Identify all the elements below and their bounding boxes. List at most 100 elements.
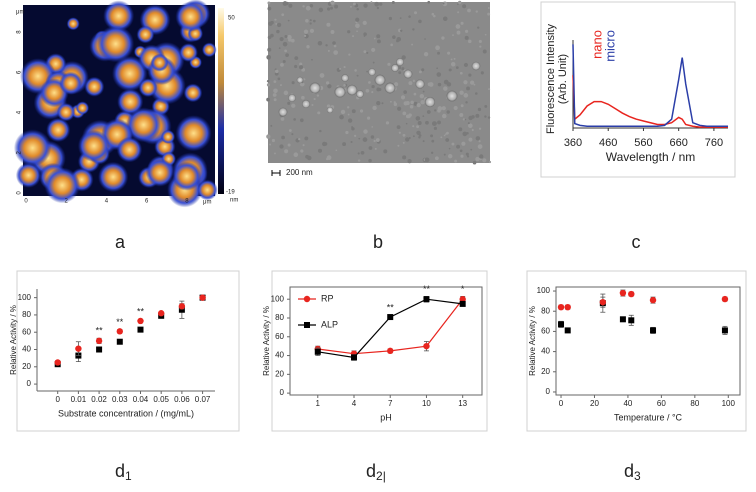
afm-y-tick: 4	[17, 110, 23, 114]
sem-texture	[430, 134, 434, 138]
sem-texture	[330, 6, 333, 10]
x-tick-label: 60	[657, 399, 666, 408]
sem-texture	[446, 110, 450, 114]
x-tick-label: 20	[590, 399, 599, 408]
panel-label: d1	[115, 461, 132, 483]
sem-texture	[412, 28, 415, 31]
sem-texture	[424, 38, 426, 40]
panel-subscript: 1	[125, 469, 132, 483]
sem-texture	[300, 149, 304, 153]
marker	[459, 296, 466, 303]
y-tick-label: 40	[22, 345, 31, 354]
sem-texture	[309, 19, 312, 22]
sem-texture	[397, 106, 402, 111]
y-axis-label: Fluorescence Intensity	[545, 23, 557, 134]
sem-texture	[446, 131, 449, 135]
sem-texture	[319, 73, 325, 78]
sem-texture	[479, 45, 482, 48]
sem-particle	[334, 86, 346, 98]
x-tick-label: 1	[316, 399, 321, 408]
afm-particle	[56, 102, 76, 122]
sem-texture	[447, 154, 453, 159]
sem-texture	[477, 107, 482, 112]
text-cursor: |	[383, 469, 386, 483]
afm-x-tick: 6	[145, 199, 149, 205]
sem-texture	[408, 136, 411, 140]
marker	[628, 290, 635, 298]
sem-texture	[284, 149, 289, 154]
afm-y-tick: 6	[17, 70, 23, 74]
sem-texture	[299, 118, 304, 123]
sem-texture	[347, 30, 351, 34]
y-tick-label: 100	[537, 286, 551, 295]
sem-texture	[460, 154, 464, 158]
annotation: **	[116, 317, 124, 327]
sem-texture	[459, 71, 463, 75]
sem-texture	[443, 153, 446, 156]
sem-texture	[458, 127, 463, 132]
sem-texture	[325, 81, 330, 85]
y-tick-label: 40	[541, 347, 550, 356]
x-tick-label: 0.05	[153, 395, 169, 404]
sem-particle	[384, 82, 396, 94]
sem-texture	[379, 2, 383, 6]
marker	[54, 359, 61, 366]
sem-texture	[298, 138, 301, 141]
sem-texture	[326, 157, 329, 161]
sem-texture	[441, 113, 447, 119]
marker	[137, 326, 144, 333]
afm-particle	[15, 162, 42, 188]
sem-particle	[288, 94, 296, 102]
sem-texture	[437, 51, 440, 55]
sem-texture	[293, 118, 296, 121]
sem-texture	[418, 136, 421, 139]
sem-texture	[422, 140, 425, 143]
marker	[423, 342, 430, 350]
sem-texture	[365, 88, 370, 93]
sem-particle	[391, 64, 399, 72]
y-tick-label: 80	[541, 306, 550, 315]
panel-border	[526, 270, 747, 432]
sem-texture	[487, 116, 491, 119]
sem-texture	[418, 19, 422, 24]
x-tick-label: 460	[599, 137, 617, 149]
marker	[423, 296, 430, 303]
sem-texture	[408, 15, 411, 18]
afm-particle	[44, 167, 81, 204]
sem-texture	[366, 116, 371, 120]
sem-texture	[426, 110, 431, 114]
x-tick-label: 80	[690, 399, 699, 408]
y-tick-label: 60	[22, 327, 31, 336]
sem-texture	[377, 39, 381, 44]
sem-texture	[387, 62, 391, 66]
sem-texture	[273, 88, 278, 94]
x-tick-label: 0.06	[174, 395, 190, 404]
sem-texture	[302, 144, 305, 147]
sem-texture	[287, 143, 291, 147]
sem-texture	[303, 78, 306, 81]
sem-texture	[459, 149, 463, 153]
sem-texture	[371, 91, 374, 94]
sem-texture	[488, 88, 491, 91]
panel-label: b	[373, 232, 383, 252]
sem-texture	[401, 55, 406, 60]
sem-texture	[283, 90, 289, 96]
sem-texture	[449, 68, 452, 72]
marker	[351, 354, 357, 361]
x-tick-label: 0.07	[195, 395, 211, 404]
sem-texture	[402, 133, 406, 137]
sem-texture	[413, 92, 417, 96]
sem-texture	[430, 151, 434, 154]
marker	[599, 298, 607, 306]
marker	[157, 310, 165, 317]
sem-texture	[327, 7, 331, 11]
sem-texture	[342, 142, 347, 147]
sem-texture	[268, 21, 273, 26]
sem-texture	[433, 126, 437, 130]
sem-texture	[271, 138, 275, 143]
x-tick-label: 0.01	[71, 395, 87, 404]
marker	[650, 327, 657, 334]
afm-particle	[136, 25, 155, 44]
afm-particle	[46, 117, 71, 143]
marker	[75, 345, 82, 352]
